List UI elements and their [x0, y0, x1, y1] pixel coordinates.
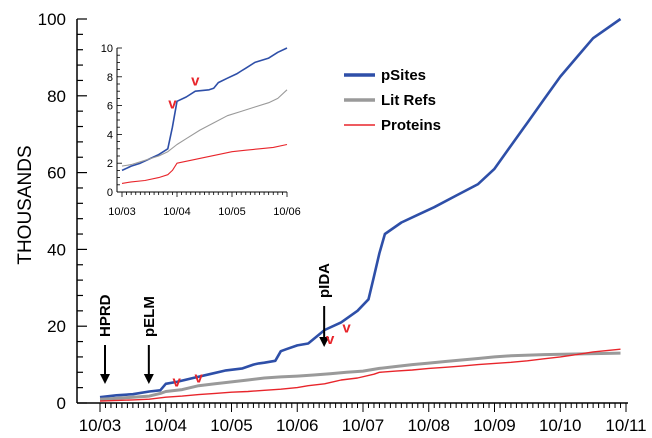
- y-tick-label: 0: [57, 394, 66, 413]
- inset-release-marker: v: [191, 72, 200, 89]
- inset-series-line-psites: [121, 47, 288, 172]
- release-marker: v: [194, 370, 203, 387]
- release-marker: v: [342, 320, 351, 337]
- inset-y-tick-label: 4: [107, 129, 113, 141]
- release-marker: v: [173, 373, 182, 390]
- x-tick-label: 10/10: [539, 416, 582, 435]
- x-tick-label: 10/09: [473, 416, 516, 435]
- annotation-label-hprd: HPRD: [97, 294, 114, 337]
- annotation-label-pida: pIDA: [316, 263, 333, 298]
- inset-x-tick-label: 10/05: [218, 206, 246, 218]
- inset-release-marker: v: [168, 95, 177, 112]
- inset-series-line-lit-refs: [121, 89, 288, 167]
- y-tick-label: 60: [47, 164, 66, 183]
- y-tick-label: 40: [47, 240, 66, 259]
- x-tick-label: 10/08: [407, 416, 450, 435]
- inset-series-line-proteins: [121, 143, 288, 184]
- x-tick-label: 10/04: [144, 416, 187, 435]
- x-tick-label: 10/11: [605, 416, 646, 435]
- inset-x-tick-label: 10/04: [163, 206, 191, 218]
- series-line-lit-refs: [99, 351, 621, 401]
- release-marker: v: [326, 331, 335, 348]
- x-tick-label: 10/05: [210, 416, 253, 435]
- inset-x-tick-label: 10/03: [108, 206, 136, 218]
- legend: pSites Lit Refs Proteins: [344, 67, 441, 134]
- legend-label-lit-refs: Lit Refs: [381, 92, 436, 109]
- x-tick-label: 10/06: [276, 416, 319, 435]
- annotation-label-pelm: pELM: [141, 296, 158, 337]
- x-tick-label: 10/07: [342, 416, 385, 435]
- inset-y-tick-label: 2: [107, 158, 113, 170]
- inset-x-tick-label: 10/06: [273, 206, 301, 218]
- legend-label-proteins: Proteins: [381, 117, 441, 134]
- y-axis-label: THOUSANDS: [15, 145, 36, 264]
- y-tick-label: 100: [38, 10, 66, 29]
- y-tick-label: 80: [47, 87, 66, 106]
- inset-y-tick-label: 8: [107, 72, 113, 84]
- series-line-proteins: [99, 348, 621, 402]
- legend-label-psites: pSites: [381, 67, 426, 84]
- x-tick-label: 10/03: [79, 416, 122, 435]
- y-tick-label: 20: [47, 317, 66, 336]
- annotation-arrowhead-hprd: [100, 374, 110, 384]
- annotation-arrowhead-pida: [319, 337, 330, 347]
- inset-background: [117, 48, 287, 192]
- annotation-arrowhead-pelm: [143, 374, 154, 384]
- inset-y-tick-label: 0: [107, 187, 113, 199]
- inset-y-tick-label: 6: [107, 101, 113, 113]
- inset-plot: 0 2 4 6 8 10 10/03 10/04 10/05 10/06 vv: [101, 43, 301, 218]
- inset-y-tick-label: 10: [101, 43, 113, 55]
